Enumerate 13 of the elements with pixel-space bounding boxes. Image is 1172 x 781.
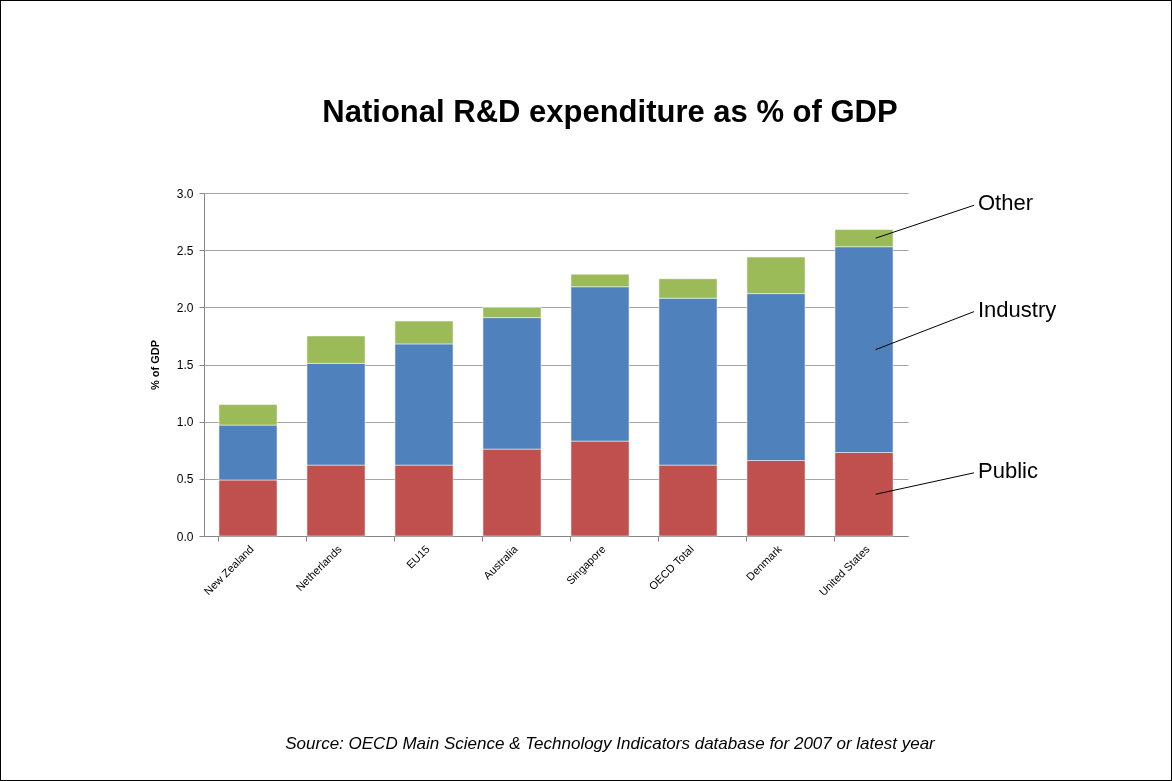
text: Public bbox=[978, 457, 1038, 483]
y-axis-title: % of GDP bbox=[148, 339, 161, 391]
y-tick-label: 0.0 bbox=[176, 529, 194, 544]
y-tick-label: 3.0 bbox=[176, 186, 194, 201]
y-tick-label: 0.5 bbox=[176, 472, 194, 487]
y-tick-label: 2.0 bbox=[176, 300, 194, 315]
text: Industry bbox=[978, 296, 1057, 322]
y-tick-label: 2.5 bbox=[176, 243, 194, 258]
source-note: Source: OECD Main Science & Technology Indicators database for 2007 or latest year bbox=[285, 734, 937, 753]
y-tick-label: 1.5 bbox=[176, 358, 194, 372]
y-tick-label: 1.0 bbox=[176, 415, 194, 430]
text: Other bbox=[978, 190, 1034, 216]
chart-title: National R&D expenditure as % of GDP bbox=[322, 94, 898, 129]
